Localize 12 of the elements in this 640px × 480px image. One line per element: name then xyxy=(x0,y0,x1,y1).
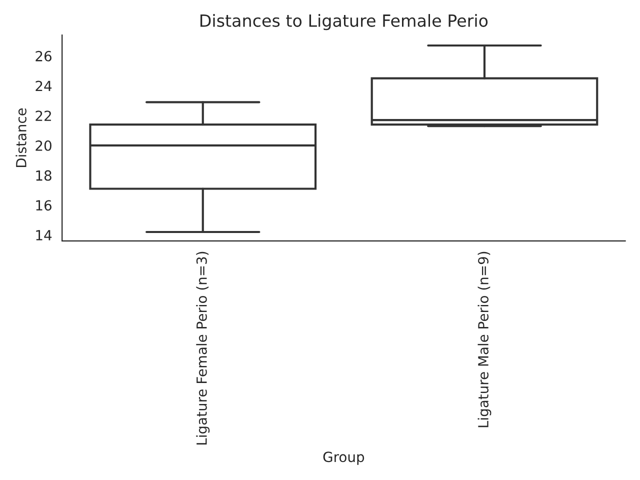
x-tick-label: Ligature Male Perio (n=9) xyxy=(478,252,492,428)
y-tick-label: 26 xyxy=(36,50,52,62)
x-axis-title: Group xyxy=(323,452,364,465)
y-tick-label: 22 xyxy=(36,110,51,121)
chart-title: Distances to Ligature Female Perio xyxy=(200,14,488,30)
y-tick-label: 14 xyxy=(36,230,52,240)
y-axis-title: Distance xyxy=(16,108,26,167)
y-tick-label: 18 xyxy=(36,170,52,181)
y-tick-label: 16 xyxy=(36,200,52,211)
y-tick-label: 20 xyxy=(36,140,52,151)
x-tick-label: Ligature Female Perio (n=3) xyxy=(196,252,210,444)
y-tick-label: 24 xyxy=(36,80,52,92)
